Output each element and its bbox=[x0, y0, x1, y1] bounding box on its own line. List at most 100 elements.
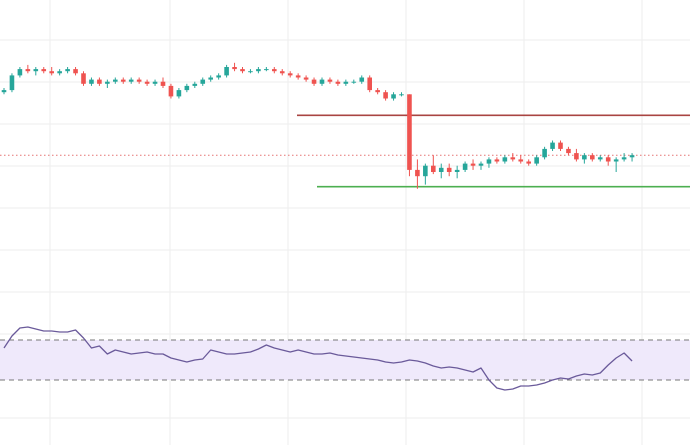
candle bbox=[327, 77, 333, 84]
candle-body bbox=[438, 167, 444, 172]
candle bbox=[375, 88, 380, 95]
candle-body bbox=[264, 69, 269, 71]
candle-body bbox=[391, 94, 396, 99]
candle-body bbox=[367, 77, 372, 91]
candle bbox=[41, 67, 47, 74]
candle bbox=[367, 75, 372, 93]
candle bbox=[9, 73, 15, 93]
candle-body bbox=[224, 67, 229, 76]
candle-body bbox=[621, 157, 627, 160]
candle bbox=[510, 153, 516, 162]
candle bbox=[73, 67, 78, 76]
candle-body bbox=[311, 79, 317, 84]
candle-body bbox=[208, 77, 213, 80]
candle bbox=[89, 77, 94, 86]
candle bbox=[279, 69, 285, 76]
candle bbox=[558, 140, 563, 151]
candle-body bbox=[446, 167, 452, 172]
candle bbox=[423, 163, 428, 185]
candle-body bbox=[168, 85, 174, 97]
candle-body bbox=[415, 169, 420, 177]
candle bbox=[120, 77, 126, 84]
candle bbox=[478, 161, 484, 170]
candle bbox=[168, 83, 174, 99]
candle-body bbox=[526, 161, 531, 164]
candle-body bbox=[629, 155, 635, 158]
candle bbox=[590, 153, 595, 162]
candle-body bbox=[327, 79, 333, 82]
candle bbox=[152, 79, 158, 86]
candle-body bbox=[57, 71, 62, 74]
candle bbox=[407, 94, 412, 177]
rsi-line bbox=[3, 326, 633, 391]
candle bbox=[248, 69, 253, 74]
candle bbox=[446, 163, 452, 177]
candle-body bbox=[462, 163, 468, 170]
candle-body bbox=[542, 148, 547, 158]
candle-body bbox=[550, 142, 555, 149]
candle-body bbox=[597, 157, 603, 160]
candle-body bbox=[295, 75, 301, 78]
candle bbox=[454, 165, 460, 179]
candle-body bbox=[144, 81, 150, 84]
candle bbox=[621, 153, 627, 162]
candle-body bbox=[160, 81, 166, 86]
candle-body bbox=[17, 69, 23, 76]
candle-body bbox=[590, 155, 595, 160]
candle-body bbox=[399, 94, 404, 96]
candle bbox=[518, 155, 524, 164]
candle bbox=[494, 157, 500, 164]
candle bbox=[359, 75, 365, 84]
candle-body bbox=[613, 159, 619, 162]
rsi-layer bbox=[3, 326, 633, 391]
candle bbox=[232, 62, 237, 72]
candle-body bbox=[232, 67, 237, 70]
candle-body bbox=[256, 69, 261, 72]
candle bbox=[65, 67, 70, 74]
candle-body bbox=[240, 69, 245, 72]
candle bbox=[574, 148, 579, 162]
candle bbox=[256, 67, 261, 74]
candle bbox=[287, 71, 293, 78]
candle-body bbox=[216, 75, 221, 78]
candle bbox=[343, 79, 349, 86]
candle-body bbox=[128, 79, 134, 82]
candle-body bbox=[303, 77, 309, 80]
candle bbox=[526, 159, 531, 166]
candle bbox=[81, 71, 86, 86]
candle-body bbox=[33, 69, 39, 72]
candle-body bbox=[574, 153, 579, 160]
candle bbox=[351, 79, 357, 84]
candle bbox=[224, 64, 229, 78]
rsi-band bbox=[0, 340, 690, 380]
candle bbox=[542, 146, 547, 160]
candle bbox=[240, 67, 245, 74]
candle bbox=[502, 155, 508, 164]
candle bbox=[33, 67, 39, 76]
candle-body bbox=[200, 79, 206, 84]
candle-body bbox=[351, 81, 357, 83]
candle-body bbox=[558, 142, 563, 149]
candle-body bbox=[105, 81, 110, 84]
candle-body bbox=[279, 71, 285, 74]
candle bbox=[264, 67, 269, 72]
candle-body bbox=[486, 159, 492, 164]
candle bbox=[272, 67, 277, 74]
candle bbox=[534, 155, 539, 166]
candle-body bbox=[375, 90, 380, 93]
candle-body bbox=[518, 159, 524, 162]
candle-body bbox=[287, 73, 293, 76]
candle bbox=[335, 79, 341, 86]
candle bbox=[438, 163, 444, 179]
candle-body bbox=[272, 69, 277, 72]
candle-body bbox=[25, 69, 31, 72]
candle-body bbox=[582, 155, 587, 160]
candle bbox=[303, 75, 309, 82]
candle bbox=[1, 88, 7, 95]
candle bbox=[415, 159, 420, 189]
candle-body bbox=[494, 159, 500, 162]
rsi-band-layer bbox=[0, 339, 690, 381]
candle-layer bbox=[1, 62, 635, 189]
